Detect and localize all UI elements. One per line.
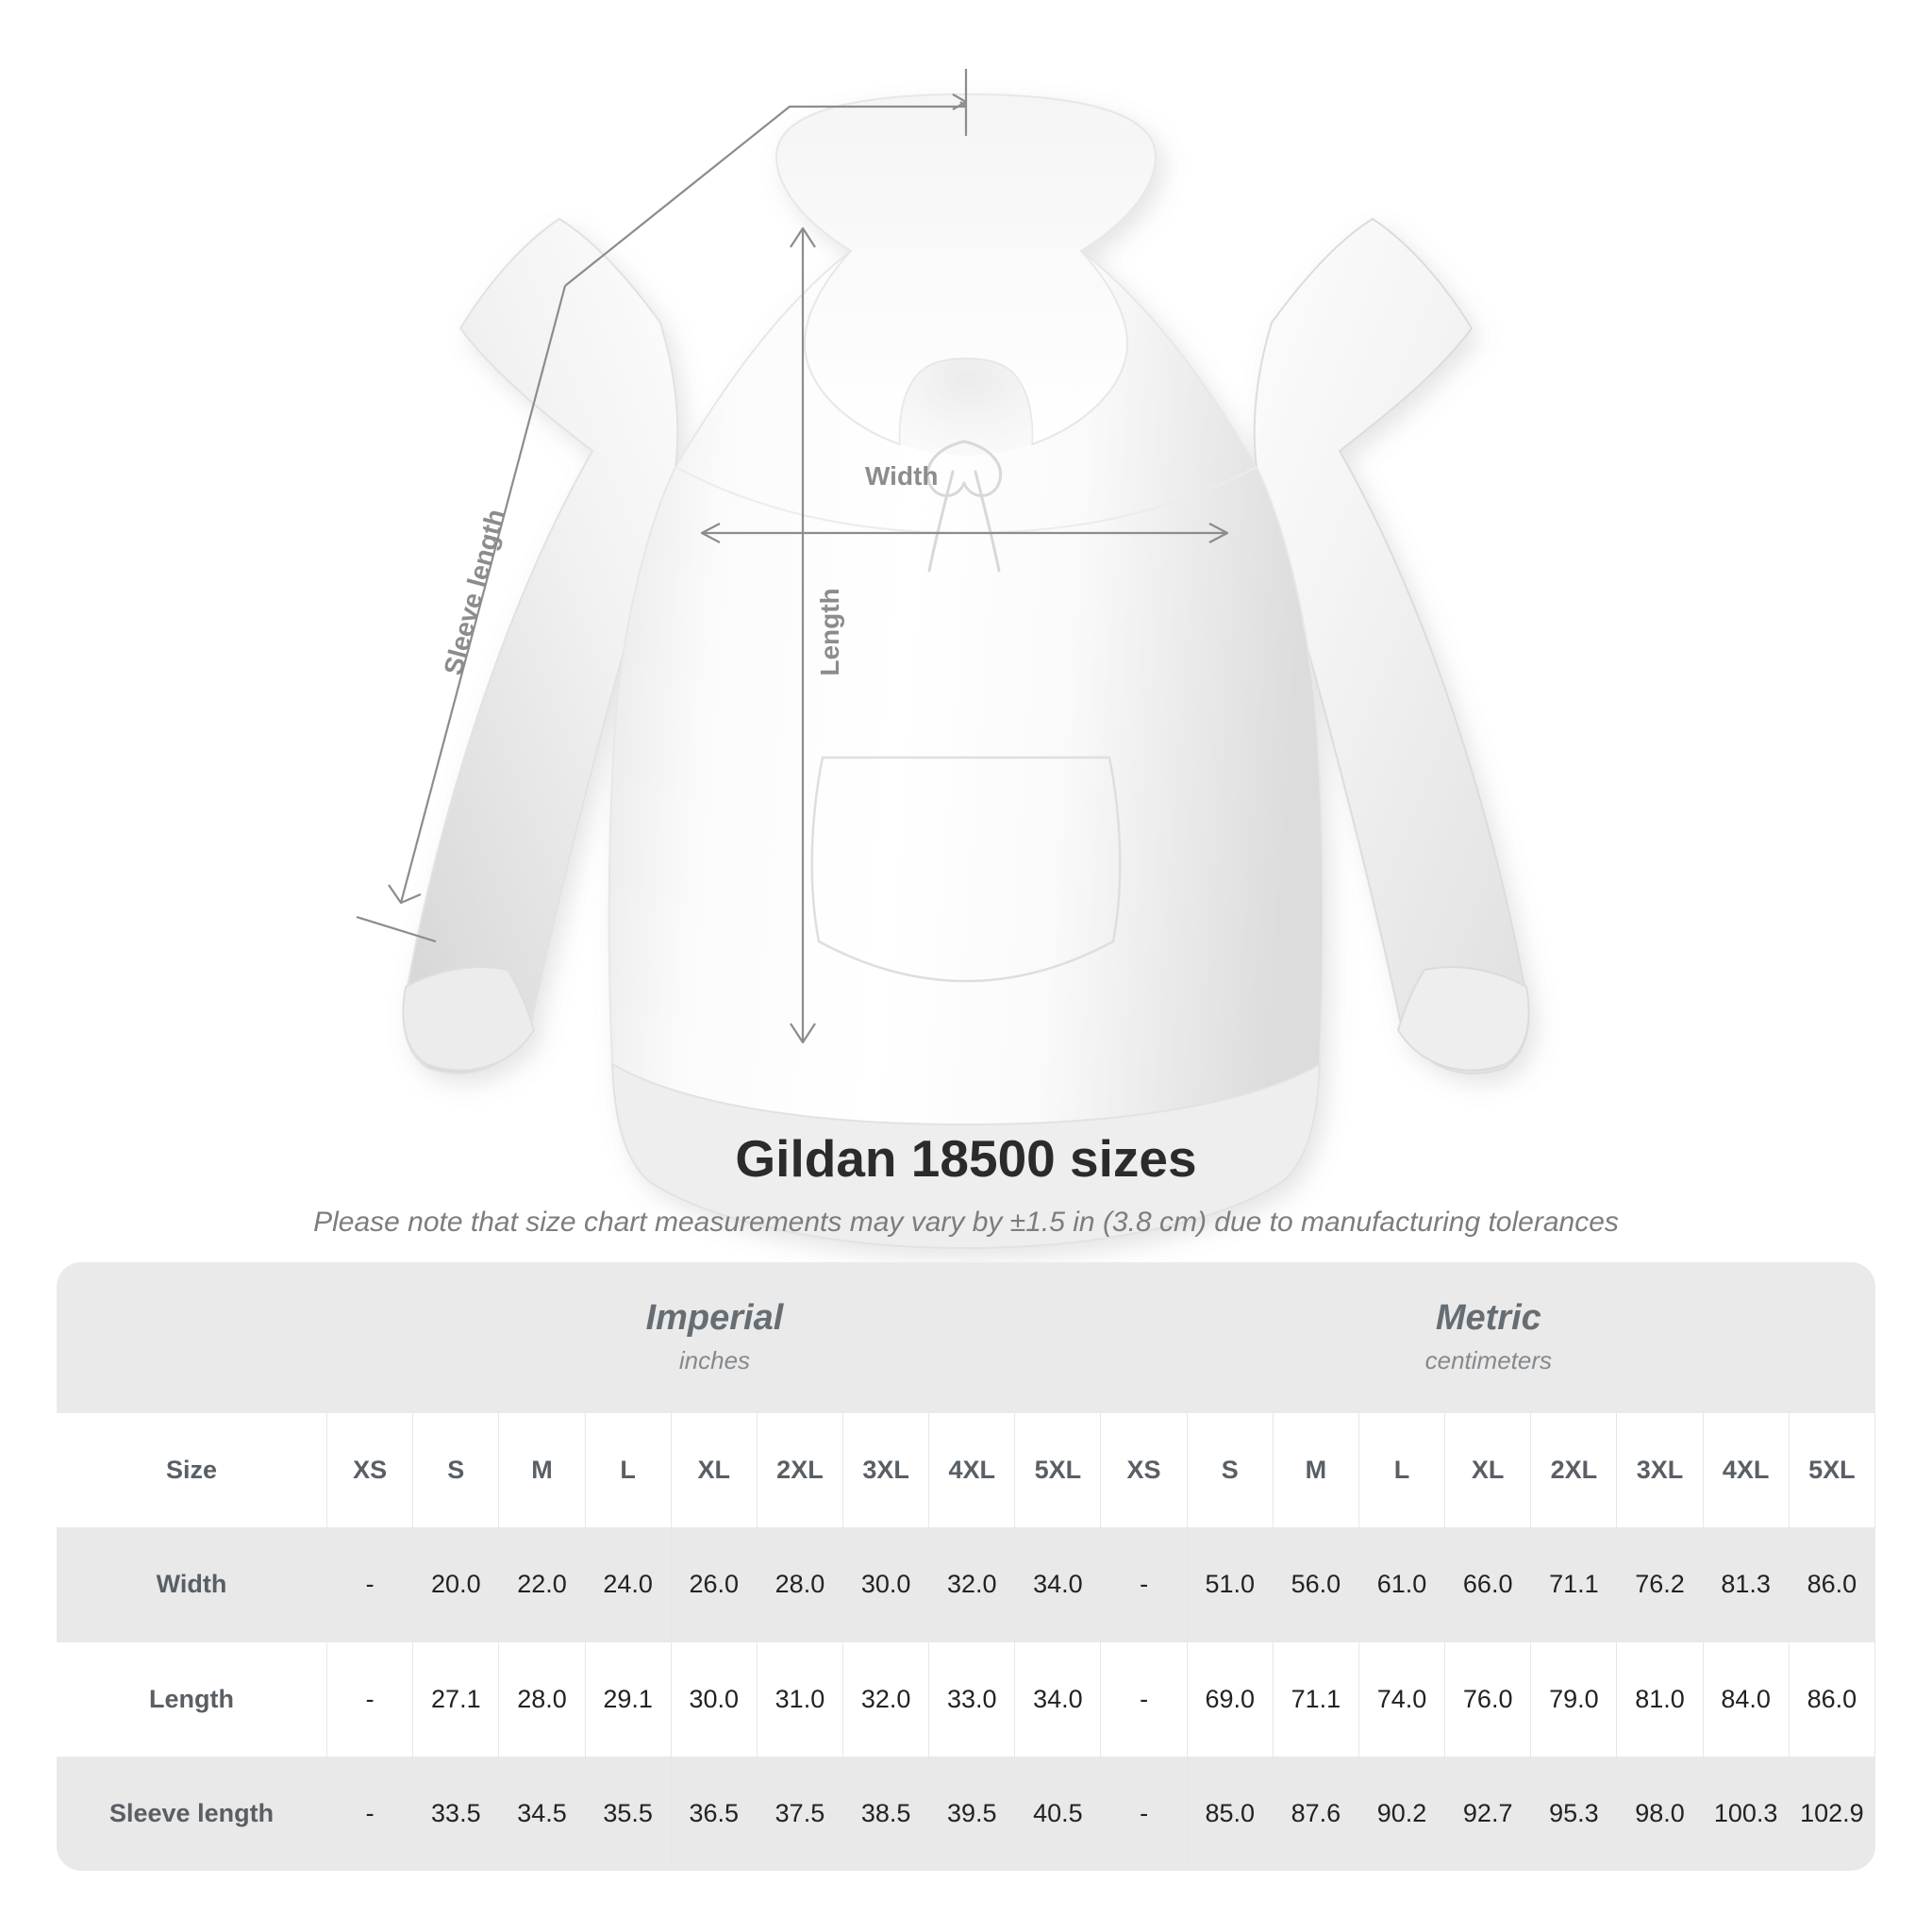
svg-text:Length: Length [815, 588, 844, 675]
svg-text:Width: Width [865, 461, 939, 491]
